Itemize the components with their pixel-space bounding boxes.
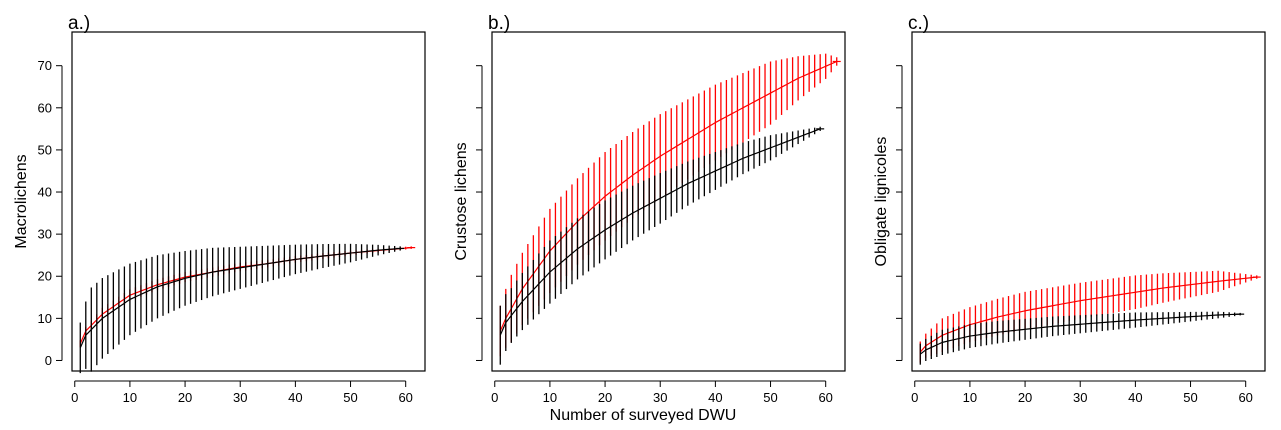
- accumulation-curve: [919, 276, 1257, 353]
- x-tick-label: 60: [1238, 390, 1252, 405]
- panel-b: 0 10 20 30 40 50 60 Crustose lichens b.): [453, 13, 846, 405]
- x-tick-label: 50: [1183, 390, 1197, 405]
- x-tick-label: 10: [123, 390, 137, 405]
- x-tick-label: 50: [343, 390, 357, 405]
- x-axis: 0 10 20 30 40 50 60: [911, 380, 1253, 405]
- y-tick-label: 50: [38, 142, 52, 157]
- y-tick-label: 70: [38, 58, 52, 73]
- series-black: [79, 243, 405, 374]
- x-tick-label: 30: [653, 390, 667, 405]
- x-tick-label: 30: [1073, 390, 1087, 405]
- x-tick-label: 60: [818, 390, 832, 405]
- x-tick-label: 40: [288, 390, 302, 405]
- accumulation-curve: [79, 247, 401, 349]
- x-tick-label: 30: [233, 390, 247, 405]
- y-tick-label: 60: [38, 100, 52, 115]
- x-tick-label: 40: [708, 390, 722, 405]
- y-axis-title: Macrolichens: [13, 154, 30, 248]
- x-tick-label: 0: [71, 390, 78, 405]
- panel-label: a.): [68, 13, 90, 34]
- series-black: [919, 311, 1245, 365]
- x-tick-label: 20: [178, 390, 192, 405]
- x-tick-label: 60: [398, 390, 412, 405]
- accumulation-curve: [499, 60, 837, 332]
- plot-frame: [911, 31, 1266, 372]
- series-red: [499, 53, 841, 357]
- y-tick-label: 30: [38, 227, 52, 242]
- x-tick-label: 40: [1128, 390, 1142, 405]
- y-axis-title: Obligate lignicoles: [873, 137, 890, 267]
- accumulation-curve: [919, 313, 1241, 355]
- panel-label: c.): [908, 13, 929, 34]
- x-tick-label: 20: [1018, 390, 1032, 405]
- series-black: [499, 126, 825, 365]
- x-tick-label: 10: [543, 390, 557, 405]
- y-tick-label: 40: [38, 185, 52, 200]
- y-tick-label: 20: [38, 269, 52, 284]
- x-axis: 0 10 20 30 40 50 60: [491, 380, 833, 405]
- series-red: [919, 270, 1261, 363]
- x-tick-label: 10: [963, 390, 977, 405]
- plot-frame: [491, 31, 846, 372]
- panel-label: b.): [488, 13, 510, 34]
- panel-a: 0 10 20 30 40 50 60 0 10 20 30 40 50 60 70 Macrolichens…: [13, 13, 426, 405]
- y-axis: [896, 65, 903, 361]
- plot-frame: [71, 31, 426, 372]
- y-axis-title: Crustose lichens: [453, 142, 470, 260]
- x-tick-label: 0: [911, 390, 918, 405]
- accumulation-curve: [499, 128, 821, 336]
- x-tick-label: 0: [491, 390, 498, 405]
- x-tick-label: 20: [598, 390, 612, 405]
- y-tick-label: 10: [38, 311, 52, 326]
- x-axis: 0 10 20 30 40 50 60: [71, 380, 413, 405]
- y-tick-label: 0: [45, 353, 52, 368]
- y-axis: 0 10 20 30 40 50 60 70: [38, 58, 63, 368]
- y-axis: [476, 65, 483, 361]
- x-axis-title: Number of surveyed DWU: [550, 407, 737, 424]
- x-tick-label: 50: [763, 390, 777, 405]
- panel-c: 0 10 20 30 40 50 60 Obligate lignicoles c.): [873, 13, 1266, 405]
